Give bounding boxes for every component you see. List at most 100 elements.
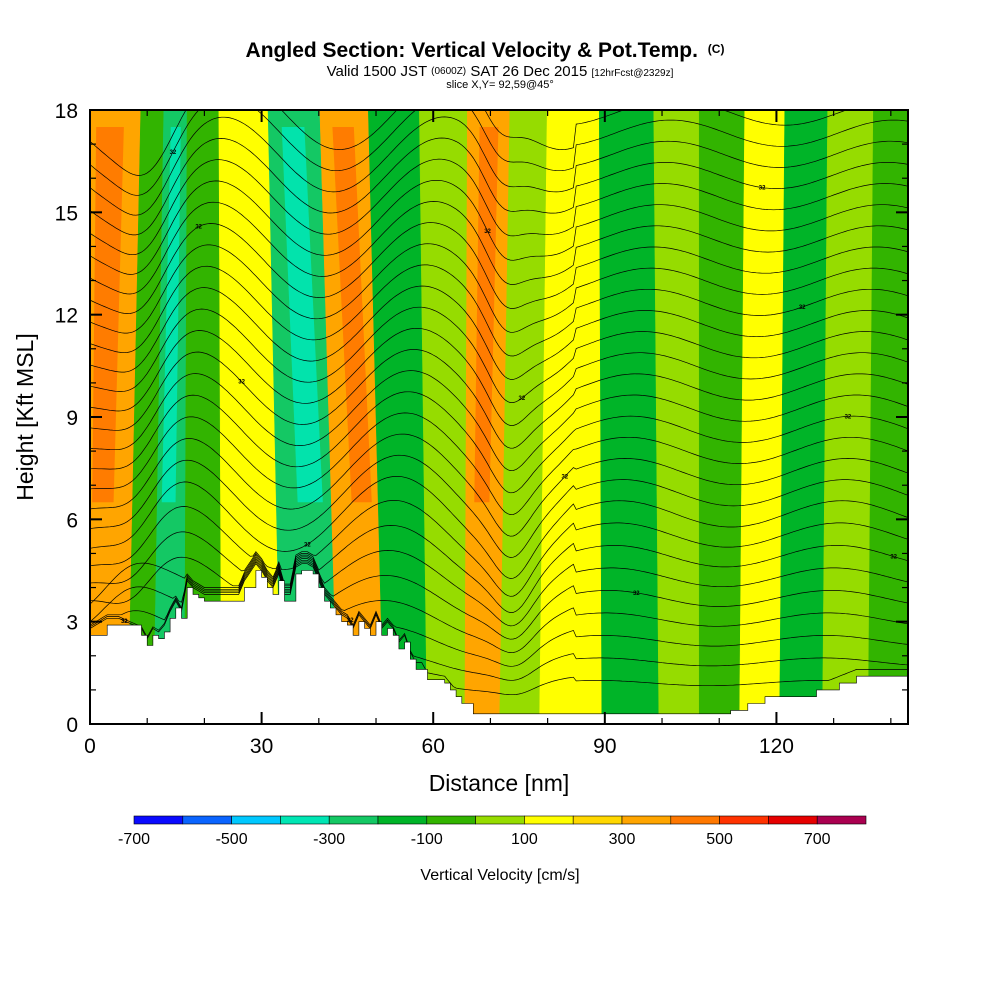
colorbar-tick-label: 300 (609, 831, 636, 848)
isentrope-line (90, 525, 908, 613)
contour-label: 32 (633, 591, 640, 597)
y-tick-label: 3 (66, 612, 78, 635)
velocity-band (739, 110, 785, 724)
colorbar-swatch (426, 815, 476, 825)
isentrope-line (90, 285, 908, 380)
axis-ticks: 0 30 60 90 120 0 3 6 9 12 15 18 (55, 100, 908, 758)
isentrope-line (90, 158, 908, 256)
isentrope-line (90, 243, 908, 334)
velocity-band (539, 110, 603, 724)
isentrope-line (90, 454, 908, 558)
x-tick-label: 120 (759, 735, 794, 758)
isentrope-line (90, 137, 908, 236)
colorbar-tick-label: -100 (411, 831, 443, 848)
contour-label: 32 (759, 186, 766, 192)
isentrope-line (90, 110, 908, 196)
isentrope-line (90, 201, 908, 295)
colorbar-swatch (475, 815, 525, 825)
isentrope-line (90, 179, 908, 275)
velocity-core (281, 127, 323, 503)
contour-labels: 32 32 32 32 32 32 32 32 32 32 32 32 32 32 (121, 150, 898, 625)
isentrope-line (90, 306, 908, 403)
chart-subtitle: Valid 1500 JST (0600Z) SAT 26 Dec 2015 [… (327, 61, 674, 80)
x-axis-label: Distance [nm] (429, 770, 570, 796)
colorbar-swatch (572, 815, 623, 825)
x-tick-label: 0 (84, 735, 96, 758)
contour-label: 32 (561, 475, 568, 481)
velocity-band (653, 110, 700, 724)
velocity-band (499, 110, 548, 724)
colorbar-tick-label: -300 (313, 831, 345, 848)
y-tick-label: 6 (66, 509, 78, 532)
y-tick-label: 9 (66, 407, 78, 430)
isentrope-line (90, 556, 908, 640)
isentrope-line (90, 222, 908, 314)
colorbar-swatch (377, 815, 428, 825)
velocity-core (332, 127, 372, 503)
isentrope-line (90, 327, 908, 426)
isentrope-line (90, 391, 908, 494)
colorbar-swatch (768, 815, 818, 825)
isentrope-line (90, 476, 908, 579)
y-tick-label: 15 (55, 202, 78, 225)
x-tick-label: 30 (250, 735, 273, 758)
isentrope-line (90, 433, 908, 537)
y-tick-label: 0 (66, 714, 78, 737)
y-axis-label: Height [Kft MSL] (12, 333, 38, 500)
isentrope-line (90, 500, 908, 597)
contour-label: 32 (195, 225, 202, 231)
colorbar-tick-label: -700 (118, 831, 150, 848)
isentropes (90, 110, 908, 696)
colorbar: -700 -500 -300 -100 100 300 500 700 (118, 815, 867, 848)
colorbar-swatch (182, 815, 232, 825)
colorbar-swatch (280, 815, 330, 825)
velocity-band (368, 110, 428, 724)
colorbar-swatch (621, 815, 672, 825)
isentrope-line (90, 349, 908, 449)
colorbar-tick-label: 100 (511, 831, 538, 848)
isentrope-line (90, 558, 908, 653)
chart-title-tag: (C) (708, 42, 725, 56)
colorbar-tick-label: 500 (706, 831, 733, 848)
colorbar-swatch (816, 815, 867, 825)
colorbar-tick-label: -500 (216, 831, 248, 848)
isentrope-line (90, 561, 908, 681)
isentrope-line (90, 370, 908, 471)
colorbar-swatch (670, 815, 720, 825)
contour-label: 32 (170, 150, 177, 156)
contour-label: 32 (484, 229, 491, 235)
isentrope-line (90, 559, 908, 667)
plot-area: 32 32 32 32 32 32 32 32 32 32 32 32 32 32 (90, 110, 908, 724)
velocity-band (698, 110, 745, 724)
isentrope-line (90, 110, 848, 176)
slice-label: slice X,Y= 92,59@45° (446, 79, 554, 91)
isentrope-line (90, 550, 908, 627)
velocity-core (474, 127, 499, 503)
terrain (90, 570, 908, 724)
isentrope-line (90, 412, 908, 515)
colorbar-tick-label: 700 (804, 831, 831, 848)
x-tick-label: 90 (593, 735, 616, 758)
x-tick-label: 60 (422, 735, 445, 758)
colorbar-swatch (133, 815, 184, 825)
velocity-band (127, 110, 165, 724)
y-tick-label: 12 (55, 305, 78, 328)
isentrope-line (90, 563, 908, 696)
chart-title: Angled Section: Vertical Velocity & Pot.… (246, 39, 725, 62)
colorbar-title: Vertical Velocity [cm/s] (420, 867, 579, 884)
colorbar-swatch (231, 815, 281, 825)
contour-label: 32 (890, 555, 897, 561)
contour-label: 32 (304, 542, 311, 548)
velocity-band (419, 110, 468, 724)
contour-label: 32 (121, 619, 128, 625)
colorbar-swatch (328, 815, 379, 825)
contour-label: 32 (347, 618, 354, 624)
contour-label: 32 (519, 396, 526, 402)
y-tick-label: 18 (55, 100, 78, 123)
contour-label: 32 (238, 380, 245, 386)
velocity-fill (90, 110, 908, 724)
colorbar-swatch (524, 815, 574, 825)
contour-label: 32 (845, 414, 852, 420)
isentrope-line (90, 116, 908, 216)
